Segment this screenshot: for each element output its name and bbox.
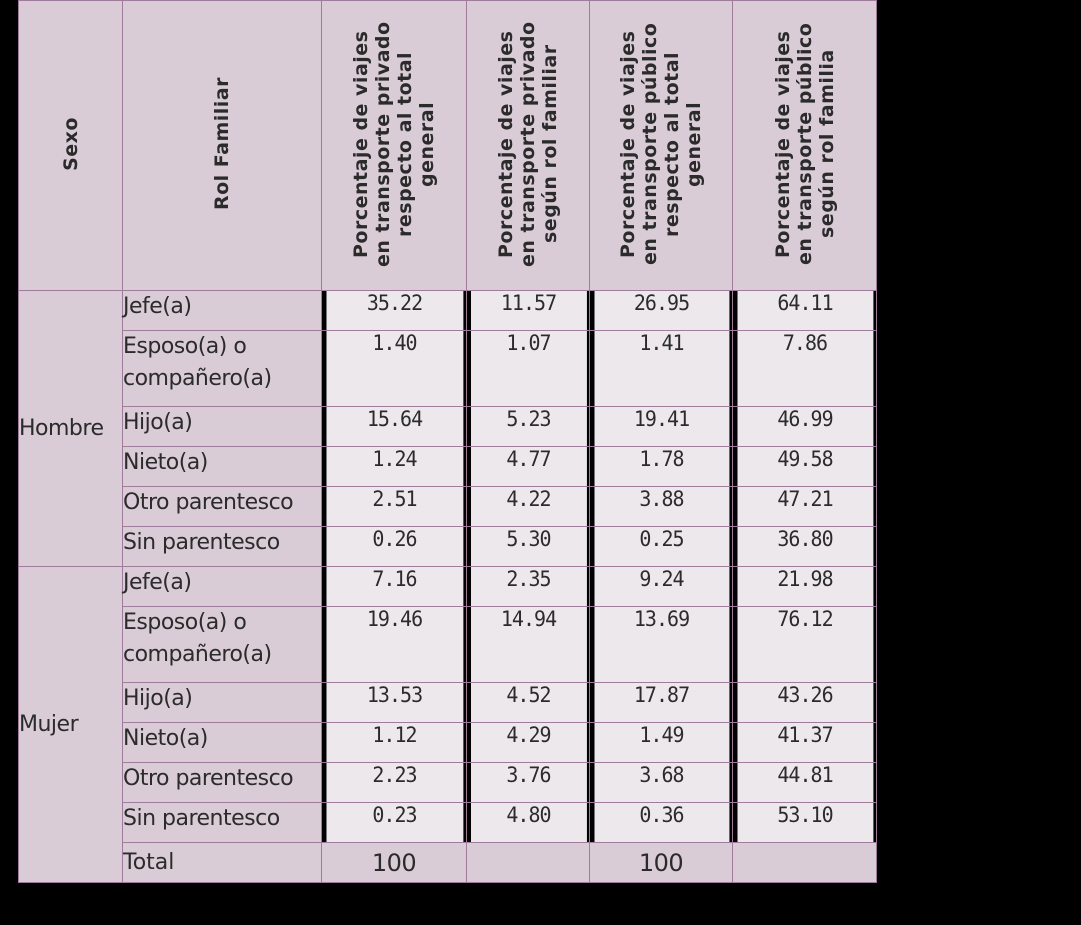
value-cell: 1.07 <box>469 330 587 407</box>
value-cell: 13.69 <box>592 606 730 683</box>
rol-cell: Jefe(a) <box>122 566 322 607</box>
value-cell: 44.81 <box>735 762 874 803</box>
sexo-cell: Mujer <box>18 566 123 883</box>
value-cell: 3.68 <box>592 762 730 803</box>
header-publico-total: Porcentaje de viajes en transporte públi… <box>589 0 733 291</box>
value-cell: 47.21 <box>735 486 874 527</box>
value-cell: 0.25 <box>592 526 730 567</box>
value-cell: 21.98 <box>735 566 874 607</box>
value-cell: 5.30 <box>469 526 587 567</box>
table-row: Otro parentesco 2.23 3.76 3.68 44.81 <box>19 762 877 803</box>
rol-cell: Esposo(a) o compañero(a) <box>122 330 322 407</box>
table-row: Mujer Jefe(a) 7.16 2.35 9.24 21.98 <box>18 566 877 883</box>
value-cell: 36.80 <box>735 526 874 567</box>
rol-cell: Esposo(a) o compañero(a) <box>122 606 322 683</box>
value-cell: 3.76 <box>469 762 587 803</box>
value-cell: 26.95 <box>592 290 730 331</box>
value-cell: 19.46 <box>324 606 464 683</box>
value-cell: 9.24 <box>592 566 730 607</box>
value-cell: 3.88 <box>592 486 730 527</box>
value-cell: 5.23 <box>469 406 587 447</box>
value-cell: 15.64 <box>324 406 464 447</box>
value-cell: 49.58 <box>735 446 874 487</box>
rol-cell: Nieto(a) <box>122 446 322 487</box>
total-value <box>732 842 877 883</box>
table-row: Sin parentesco 0.23 4.80 0.36 53.10 <box>19 802 877 843</box>
value-cell: 1.12 <box>324 722 464 763</box>
value-cell: 4.29 <box>469 722 587 763</box>
value-cell: 1.78 <box>592 446 730 487</box>
total-value: 100 <box>321 842 467 883</box>
value-cell: 64.11 <box>735 290 874 331</box>
table-row: Otro parentesco 2.51 4.22 3.88 47.21 <box>19 486 877 527</box>
value-cell: 4.77 <box>469 446 587 487</box>
value-cell: 2.23 <box>324 762 464 803</box>
value-cell: 0.26 <box>324 526 464 567</box>
table-row: Nieto(a) 1.12 4.29 1.49 41.37 <box>19 722 877 763</box>
header-privado-rol: Porcentaje de viajes en transporte priva… <box>466 0 590 291</box>
rol-cell: Sin parentesco <box>122 526 322 567</box>
value-cell: 53.10 <box>735 802 874 843</box>
table-row: Hombre Jefe(a) 35.22 11.57 26.95 64.11 <box>18 290 877 567</box>
rol-cell: Jefe(a) <box>122 290 322 331</box>
value-cell: 4.22 <box>469 486 587 527</box>
rol-cell: Otro parentesco <box>122 486 322 527</box>
value-cell: 0.36 <box>592 802 730 843</box>
value-cell: 46.99 <box>735 406 874 447</box>
sexo-cell: Hombre <box>18 290 123 567</box>
table-row: Hijo(a) 15.64 5.23 19.41 46.99 <box>19 406 877 447</box>
value-cell: 2.51 <box>324 486 464 527</box>
table-row: Esposo(a) o compañero(a) 19.46 14.94 13.… <box>19 606 877 683</box>
total-row: Total 100 100 <box>19 842 877 883</box>
value-cell: 19.41 <box>592 406 730 447</box>
rol-cell: Otro parentesco <box>122 762 322 803</box>
value-cell: 7.16 <box>324 566 464 607</box>
value-cell: 13.53 <box>324 682 464 723</box>
table-row: Hijo(a) 13.53 4.52 17.87 43.26 <box>19 682 877 723</box>
rol-cell: Hijo(a) <box>122 406 322 447</box>
total-value: 100 <box>589 842 733 883</box>
header-publico-rol: Porcentaje de viajes en transporte públi… <box>732 0 877 291</box>
table-row: Sin parentesco 0.26 5.30 0.25 36.80 <box>19 526 877 567</box>
total-label: Total <box>122 842 322 883</box>
value-cell: 0.23 <box>324 802 464 843</box>
value-cell: 1.41 <box>592 330 730 407</box>
value-cell: 1.24 <box>324 446 464 487</box>
total-value <box>466 842 590 883</box>
value-cell: 41.37 <box>735 722 874 763</box>
value-cell: 43.26 <box>735 682 874 723</box>
rol-cell: Hijo(a) <box>122 682 322 723</box>
table-row: Nieto(a) 1.24 4.77 1.78 49.58 <box>19 446 877 487</box>
rol-cell: Sin parentesco <box>122 802 322 843</box>
value-cell: 1.40 <box>324 330 464 407</box>
value-cell: 11.57 <box>469 290 587 331</box>
header-row: Sexo Rol Familiar Porcentaje de viajes e… <box>18 0 877 291</box>
header-rol-familiar: Rol Familiar <box>122 0 322 291</box>
value-cell: 4.52 <box>469 682 587 723</box>
rol-cell: Nieto(a) <box>122 722 322 763</box>
header-privado-total: Porcentaje de viajes en transporte priva… <box>321 0 467 291</box>
value-cell: 35.22 <box>324 290 464 331</box>
transport-trips-table: Sexo Rol Familiar Porcentaje de viajes e… <box>18 0 877 883</box>
value-cell: 14.94 <box>469 606 587 683</box>
table-row: Esposo(a) o compañero(a) 1.40 1.07 1.41 … <box>19 330 877 407</box>
value-cell: 76.12 <box>735 606 874 683</box>
value-cell: 2.35 <box>469 566 587 607</box>
value-cell: 4.80 <box>469 802 587 843</box>
value-cell: 7.86 <box>735 330 874 407</box>
value-cell: 1.49 <box>592 722 730 763</box>
value-cell: 17.87 <box>592 682 730 723</box>
header-sexo: Sexo <box>18 0 123 291</box>
